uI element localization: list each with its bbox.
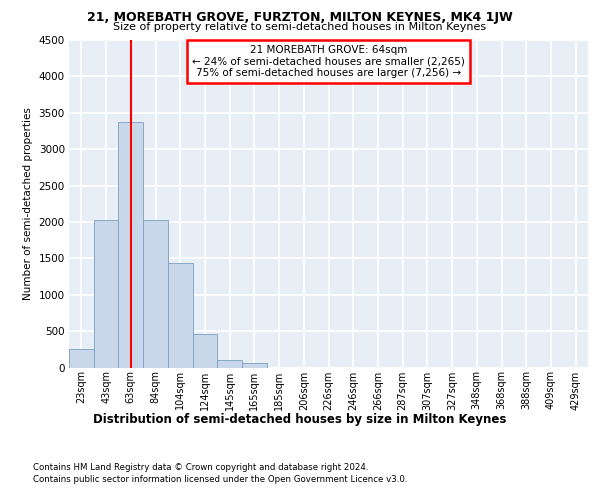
Bar [143, 220, 168, 368]
Bar [118, 122, 143, 368]
Text: Size of property relative to semi-detached houses in Milton Keynes: Size of property relative to semi-detach… [113, 22, 487, 32]
Y-axis label: Number of semi-detached properties: Number of semi-detached properties [23, 108, 33, 300]
Text: 21, MOREBATH GROVE, FURZTON, MILTON KEYNES, MK4 1JW: 21, MOREBATH GROVE, FURZTON, MILTON KEYN… [87, 11, 513, 24]
Text: Contains HM Land Registry data © Crown copyright and database right 2024.: Contains HM Land Registry data © Crown c… [33, 462, 368, 471]
Bar [193, 334, 217, 368]
Bar [168, 262, 193, 368]
Text: Contains public sector information licensed under the Open Government Licence v3: Contains public sector information licen… [33, 475, 407, 484]
Bar [69, 350, 94, 368]
Bar [242, 363, 267, 368]
Bar [94, 220, 118, 368]
Bar [217, 360, 242, 368]
Text: 21 MOREBATH GROVE: 64sqm
← 24% of semi-detached houses are smaller (2,265)
75% o: 21 MOREBATH GROVE: 64sqm ← 24% of semi-d… [192, 45, 465, 78]
Text: Distribution of semi-detached houses by size in Milton Keynes: Distribution of semi-detached houses by … [94, 412, 506, 426]
